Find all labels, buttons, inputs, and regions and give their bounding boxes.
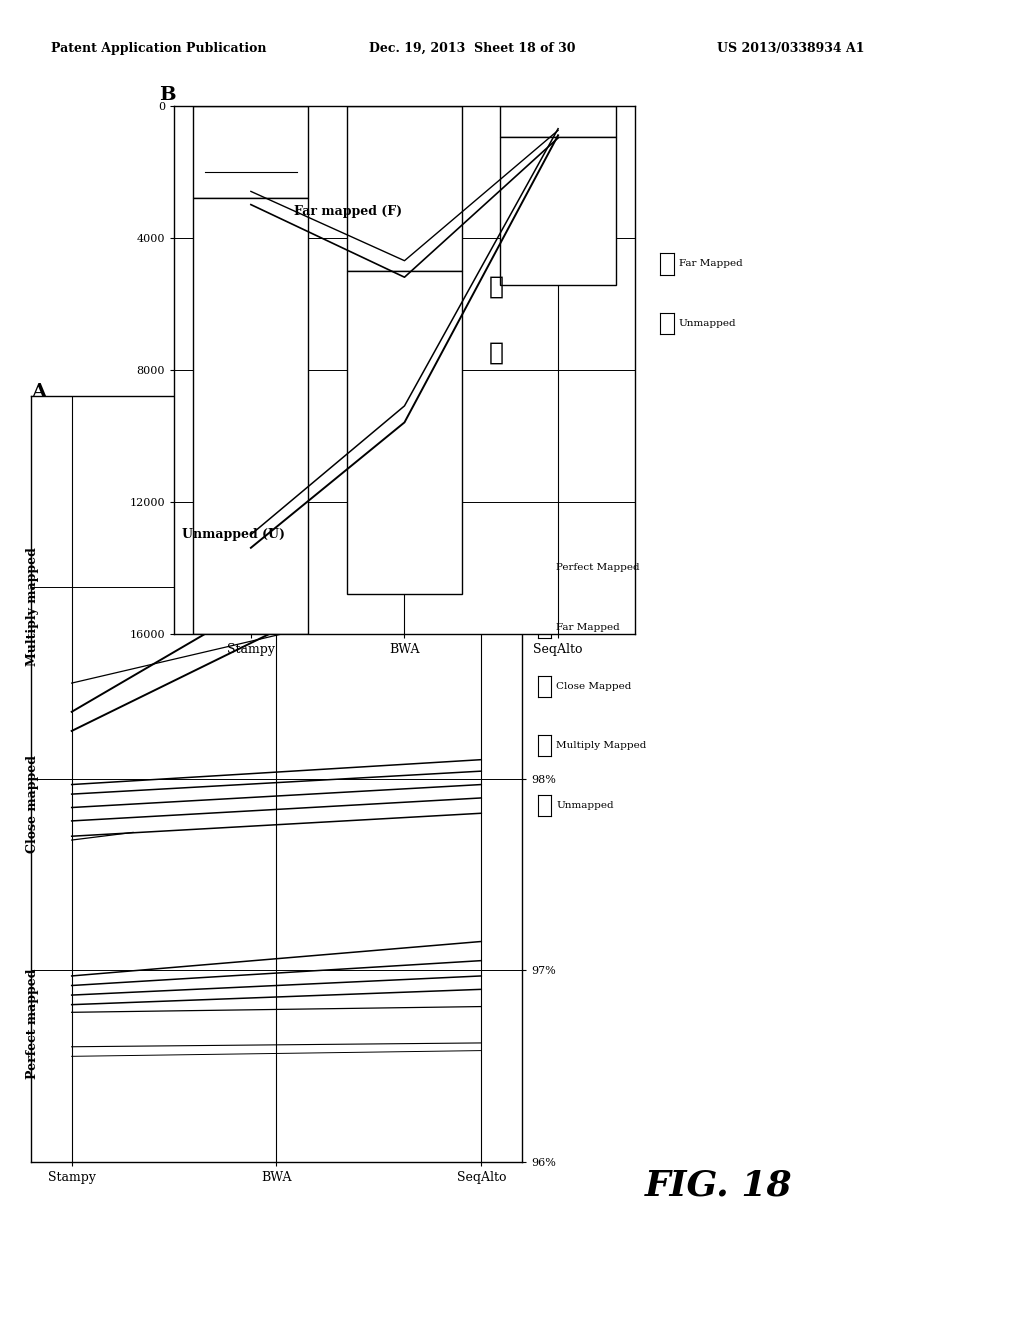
Text: Patent Application Publication: Patent Application Publication <box>51 42 266 55</box>
Text: FIG. 18: FIG. 18 <box>645 1168 793 1203</box>
Text: B: B <box>159 86 175 104</box>
Text: Far Mapped: Far Mapped <box>679 260 742 268</box>
Text: Ⓤ: Ⓤ <box>489 275 504 300</box>
Bar <box>194 198 308 634</box>
Text: Multiply mapped: Multiply mapped <box>27 546 39 667</box>
Text: Far mapped (F): Far mapped (F) <box>294 205 402 218</box>
Bar <box>347 271 462 594</box>
Bar <box>194 106 308 198</box>
Text: US 2013/0338934 A1: US 2013/0338934 A1 <box>717 42 864 55</box>
Text: Perfect mapped: Perfect mapped <box>27 969 39 1078</box>
Text: Perfect Mapped: Perfect Mapped <box>556 564 640 572</box>
Text: Unmapped: Unmapped <box>679 319 736 327</box>
Text: Multiply Mapped: Multiply Mapped <box>556 742 646 750</box>
Text: A: A <box>31 383 46 401</box>
Text: Unmapped (U): Unmapped (U) <box>182 528 285 541</box>
Text: Ⓕ: Ⓕ <box>489 341 504 366</box>
Bar <box>501 106 615 137</box>
Text: Close Mapped: Close Mapped <box>556 682 632 690</box>
Text: Dec. 19, 2013  Sheet 18 of 30: Dec. 19, 2013 Sheet 18 of 30 <box>369 42 575 55</box>
Text: Far Mapped: Far Mapped <box>556 623 620 631</box>
Bar <box>347 106 462 271</box>
Bar <box>501 137 615 285</box>
Text: Unmapped: Unmapped <box>556 801 613 809</box>
Text: Close mapped: Close mapped <box>27 755 39 853</box>
